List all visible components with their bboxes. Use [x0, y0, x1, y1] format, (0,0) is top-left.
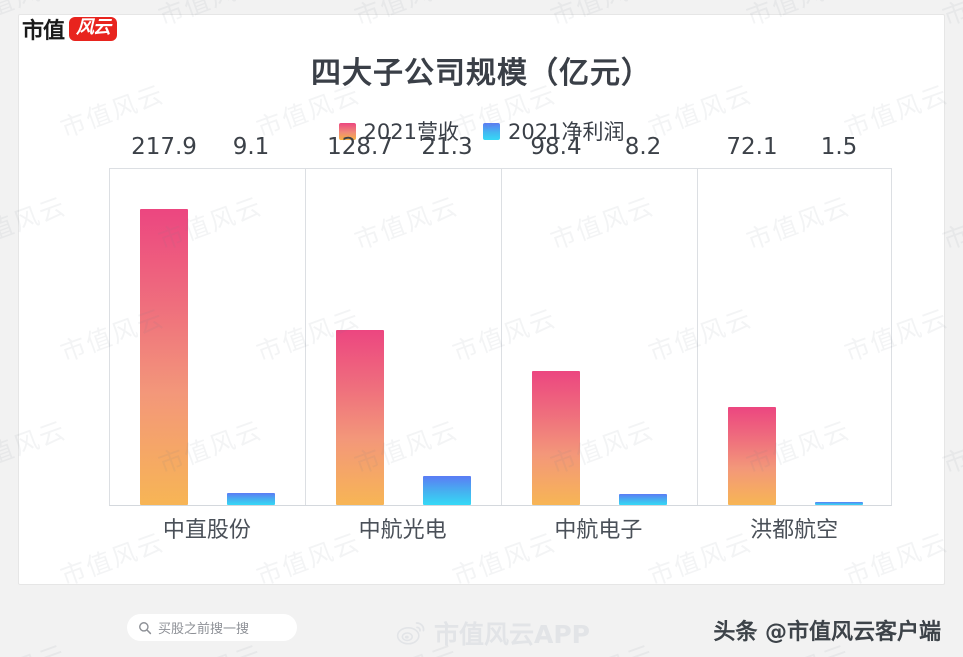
bar-group: 98.4 8.2 — [502, 134, 697, 505]
bar-revenue[interactable] — [336, 330, 384, 505]
x-label-3: 洪都航空 — [750, 518, 839, 543]
bar-profit[interactable] — [423, 476, 471, 505]
bar-group: 217.9 9.1 — [110, 134, 305, 505]
brand-text: 市值 — [22, 19, 65, 44]
bar-wrap-revenue[interactable]: 72.1 — [726, 134, 778, 505]
bar-wrap-profit[interactable]: 1.5 — [815, 134, 863, 505]
bar-value-profit: 21.3 — [421, 134, 473, 160]
legend-item-revenue[interactable]: 2021营收 — [338, 116, 459, 146]
weibo-text: 市值风云APP — [434, 620, 590, 649]
bar-value-revenue: 128.7 — [327, 134, 393, 160]
bar-value-profit: 9.1 — [232, 134, 270, 160]
bar-revenue[interactable] — [532, 371, 580, 505]
x-axis-labels: 中直股份 中航光电 中航电子 洪都航空 — [109, 512, 892, 544]
search-placeholder: 买股之前搜一搜 — [158, 622, 250, 637]
chart-legend: 2021营收 2021净利润 — [19, 116, 944, 146]
bar-value-revenue: 72.1 — [726, 134, 778, 160]
bar-profit[interactable] — [815, 502, 863, 505]
search-input[interactable]: 买股之前搜一搜 — [127, 614, 297, 641]
group-divider — [697, 169, 698, 505]
bar-wrap-profit[interactable]: 8.2 — [619, 134, 667, 505]
bar-value-revenue: 217.9 — [131, 134, 197, 160]
toutiao-handle: 头条 @市值风云客户端 — [713, 620, 941, 645]
group-divider — [305, 169, 306, 505]
weibo-watermark: 市值风云APP — [396, 615, 590, 651]
legend-swatch-profit — [483, 122, 500, 140]
brand-logo[interactable]: 市值 风云 — [22, 13, 118, 45]
bar-wrap-profit[interactable]: 21.3 — [421, 134, 473, 505]
bar-value-profit: 1.5 — [820, 134, 858, 160]
bar-group: 72.1 1.5 — [698, 134, 893, 505]
x-label-1: 中航光电 — [358, 518, 447, 543]
bar-wrap-revenue[interactable]: 98.4 — [530, 134, 582, 505]
bar-value-revenue: 98.4 — [530, 134, 582, 160]
legend-item-profit[interactable]: 2021净利润 — [483, 116, 624, 146]
x-label-2: 中航电子 — [554, 518, 643, 543]
legend-label-profit: 2021净利润 — [508, 120, 625, 144]
bar-revenue[interactable] — [728, 407, 776, 505]
chart-card: 四大子公司规模（亿元） 2021营收 2021净利润 217.9 9 — [18, 14, 945, 585]
brand-badge: 风云 — [69, 17, 118, 41]
group-divider — [501, 169, 502, 505]
bar-wrap-profit[interactable]: 9.1 — [227, 134, 275, 505]
bar-revenue[interactable] — [140, 209, 188, 505]
bar-value-profit: 8.2 — [624, 134, 662, 160]
chart-title: 四大子公司规模（亿元） — [311, 56, 652, 91]
bar-profit[interactable] — [227, 493, 275, 505]
bar-group: 128.7 21.3 — [306, 134, 501, 505]
x-label-0: 中直股份 — [162, 518, 251, 543]
legend-label-revenue: 2021营收 — [363, 120, 459, 144]
legend-swatch-revenue — [338, 122, 356, 140]
search-icon — [138, 621, 152, 635]
bar-wrap-revenue[interactable]: 128.7 — [327, 134, 393, 505]
bar-profit[interactable] — [619, 494, 667, 505]
weibo-icon — [396, 620, 426, 646]
bar-wrap-revenue[interactable]: 217.9 — [131, 134, 197, 505]
plot-area: 217.9 9.1 128.7 21.3 — [109, 134, 893, 506]
